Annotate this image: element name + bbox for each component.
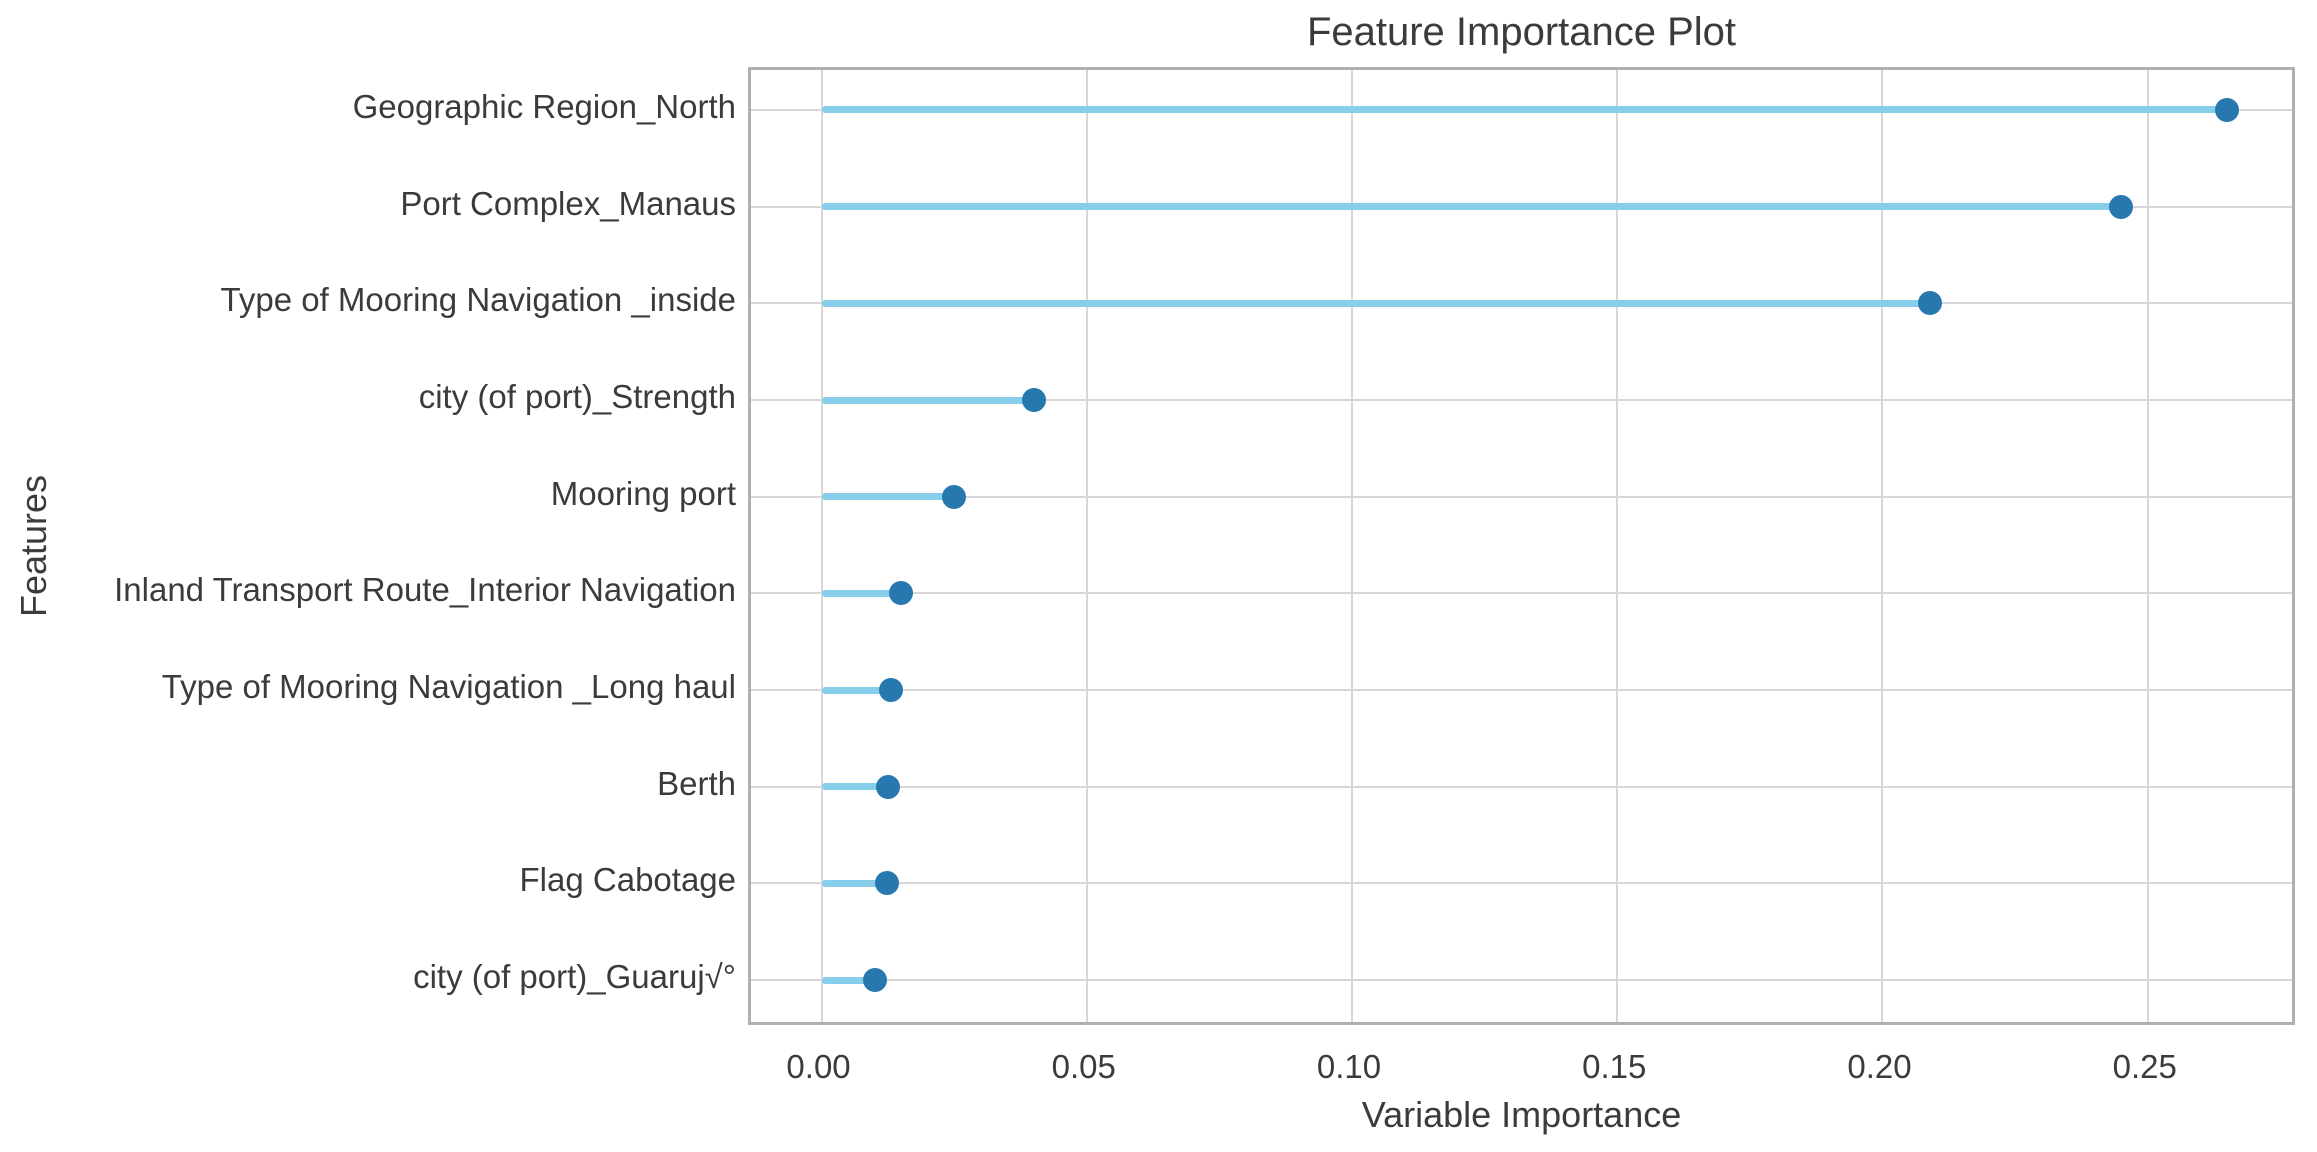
y-tick-label: city (of port)_Strength bbox=[418, 378, 736, 416]
y-gridline bbox=[751, 979, 2292, 982]
lollipop-stem bbox=[821, 106, 2228, 114]
lollipop-dot bbox=[878, 678, 903, 703]
x-gridline bbox=[1616, 70, 1619, 1022]
x-gridline bbox=[820, 70, 823, 1022]
x-gridline bbox=[1351, 70, 1354, 1022]
x-axis-title: Variable Importance bbox=[1361, 1094, 1682, 1135]
y-gridline bbox=[751, 495, 2292, 498]
lollipop-stem bbox=[821, 783, 888, 791]
lollipop-stem bbox=[821, 976, 875, 984]
y-gridline bbox=[751, 399, 2292, 402]
y-tick-label: Inland Transport Route_Interior Navigati… bbox=[114, 571, 736, 609]
plot-area bbox=[748, 67, 2295, 1025]
lollipop-dot bbox=[2109, 194, 2134, 219]
y-tick-label: city (of port)_Guaruj√° bbox=[413, 958, 736, 996]
x-gridline bbox=[1881, 70, 1884, 1022]
y-tick-label: Geographic Region_North bbox=[352, 87, 736, 125]
y-gridline bbox=[751, 785, 2292, 788]
lollipop-dot bbox=[1021, 388, 1046, 413]
lollipop-stem bbox=[821, 493, 955, 501]
lollipop-dot bbox=[862, 968, 887, 993]
x-tick-label: 0.05 bbox=[1051, 1048, 1116, 1085]
x-tick-label: 0.20 bbox=[1847, 1048, 1912, 1085]
y-gridline bbox=[751, 689, 2292, 692]
x-tick-label: 0.10 bbox=[1316, 1048, 1382, 1085]
x-tick-label: 0.15 bbox=[1582, 1048, 1647, 1085]
y-tick-labels: Geographic Region_North Port Complex_Mana… bbox=[0, 67, 736, 1025]
x-tick-labels: 0.00 0.05 0.10 0.15 0.20 0.25 bbox=[748, 1048, 2295, 1092]
y-tick-label: Type of Mooring Navigation _Long haul bbox=[161, 668, 736, 706]
lollipop-dot bbox=[875, 774, 900, 799]
lollipop-dot bbox=[942, 484, 967, 509]
lollipop-stem bbox=[821, 589, 902, 597]
y-tick-label: Type of Mooring Navigation _inside bbox=[220, 281, 736, 319]
lollipop-stem bbox=[821, 299, 1931, 307]
lollipop-dot bbox=[2215, 97, 2240, 122]
lollipop-dot bbox=[889, 581, 914, 606]
x-tick-label: 0.00 bbox=[786, 1048, 851, 1085]
x-tick-label: 0.25 bbox=[2112, 1048, 2177, 1085]
lollipop-stem bbox=[821, 203, 2122, 211]
lollipop-stem bbox=[821, 396, 1034, 404]
y-tick-label: Flag Cabotage bbox=[519, 861, 736, 899]
lollipop-stem bbox=[821, 879, 887, 887]
x-gridline bbox=[2146, 70, 2149, 1022]
chart-title: Feature Importance Plot bbox=[1306, 10, 1737, 54]
y-gridline bbox=[751, 592, 2292, 595]
y-tick-label: Berth bbox=[657, 764, 736, 802]
lollipop-dot bbox=[874, 871, 899, 896]
lollipop-stem bbox=[821, 686, 891, 694]
y-tick-label: Mooring port bbox=[550, 474, 736, 512]
y-tick-label: Port Complex_Manaus bbox=[400, 184, 736, 222]
x-gridline bbox=[1085, 70, 1088, 1022]
y-gridline bbox=[751, 882, 2292, 885]
lollipop-dot bbox=[1918, 291, 1943, 316]
